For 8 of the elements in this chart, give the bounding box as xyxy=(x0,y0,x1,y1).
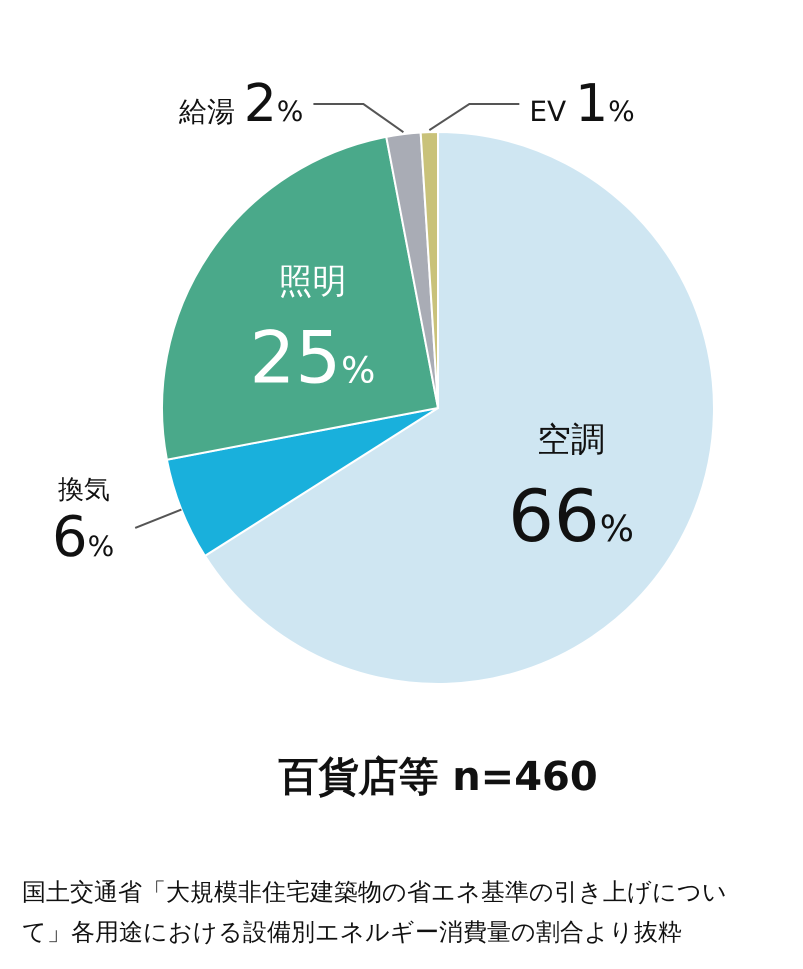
data-label: 2% xyxy=(244,74,304,134)
slice-label: 換気 xyxy=(58,474,110,505)
text: 百貨店等 n=460 xyxy=(277,754,598,800)
data-label: 6% xyxy=(52,504,114,570)
slice-label: 給湯 xyxy=(178,95,244,128)
data-label: 1% xyxy=(575,74,635,134)
text: 国土交通省「大規模非住宅建築物の省エネ基準の引き上げについて」各用途における設備別エネルギー消費量の割合より抜粋 xyxy=(22,877,728,948)
slice-label: EV xyxy=(529,95,576,128)
